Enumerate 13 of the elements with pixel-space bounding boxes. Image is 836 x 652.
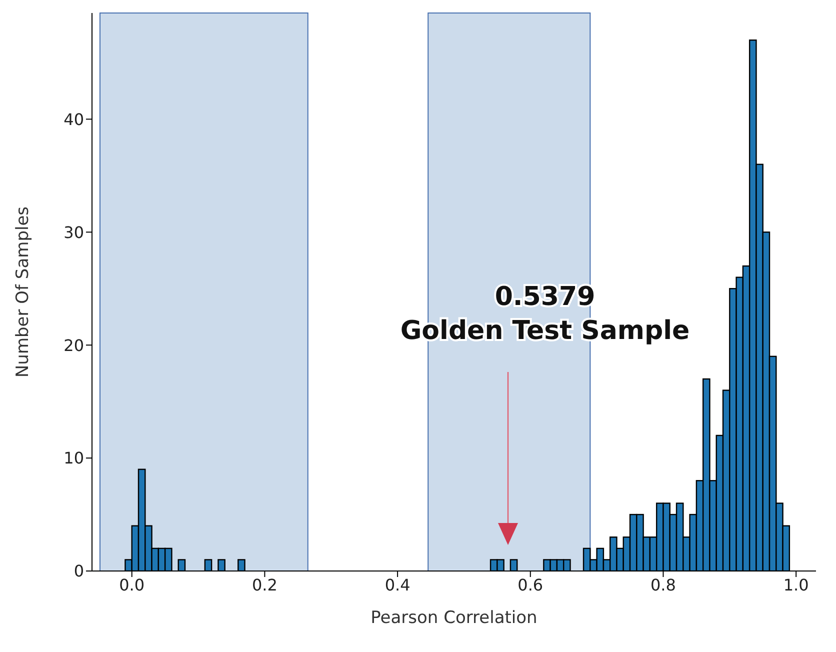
y-tick-label: 40 bbox=[64, 110, 84, 129]
x-tick-label: 0.0 bbox=[119, 575, 145, 594]
x-tick-label: 0.2 bbox=[252, 575, 278, 594]
x-axis-title: Pearson Correlation bbox=[370, 608, 538, 628]
y-axis-title: Number Of Samples bbox=[13, 206, 34, 378]
y-tick-label: 10 bbox=[64, 448, 84, 468]
y-tick-label: 0 bbox=[74, 562, 84, 581]
x-tick-label: 0.8 bbox=[650, 575, 676, 594]
y-tick-label: 20 bbox=[64, 336, 84, 355]
x-tick-label: 0.6 bbox=[518, 575, 544, 594]
x-tick-label: 1.0 bbox=[783, 575, 809, 594]
x-tick-label: 0.4 bbox=[384, 575, 410, 594]
y-tick-label: 30 bbox=[64, 222, 84, 242]
